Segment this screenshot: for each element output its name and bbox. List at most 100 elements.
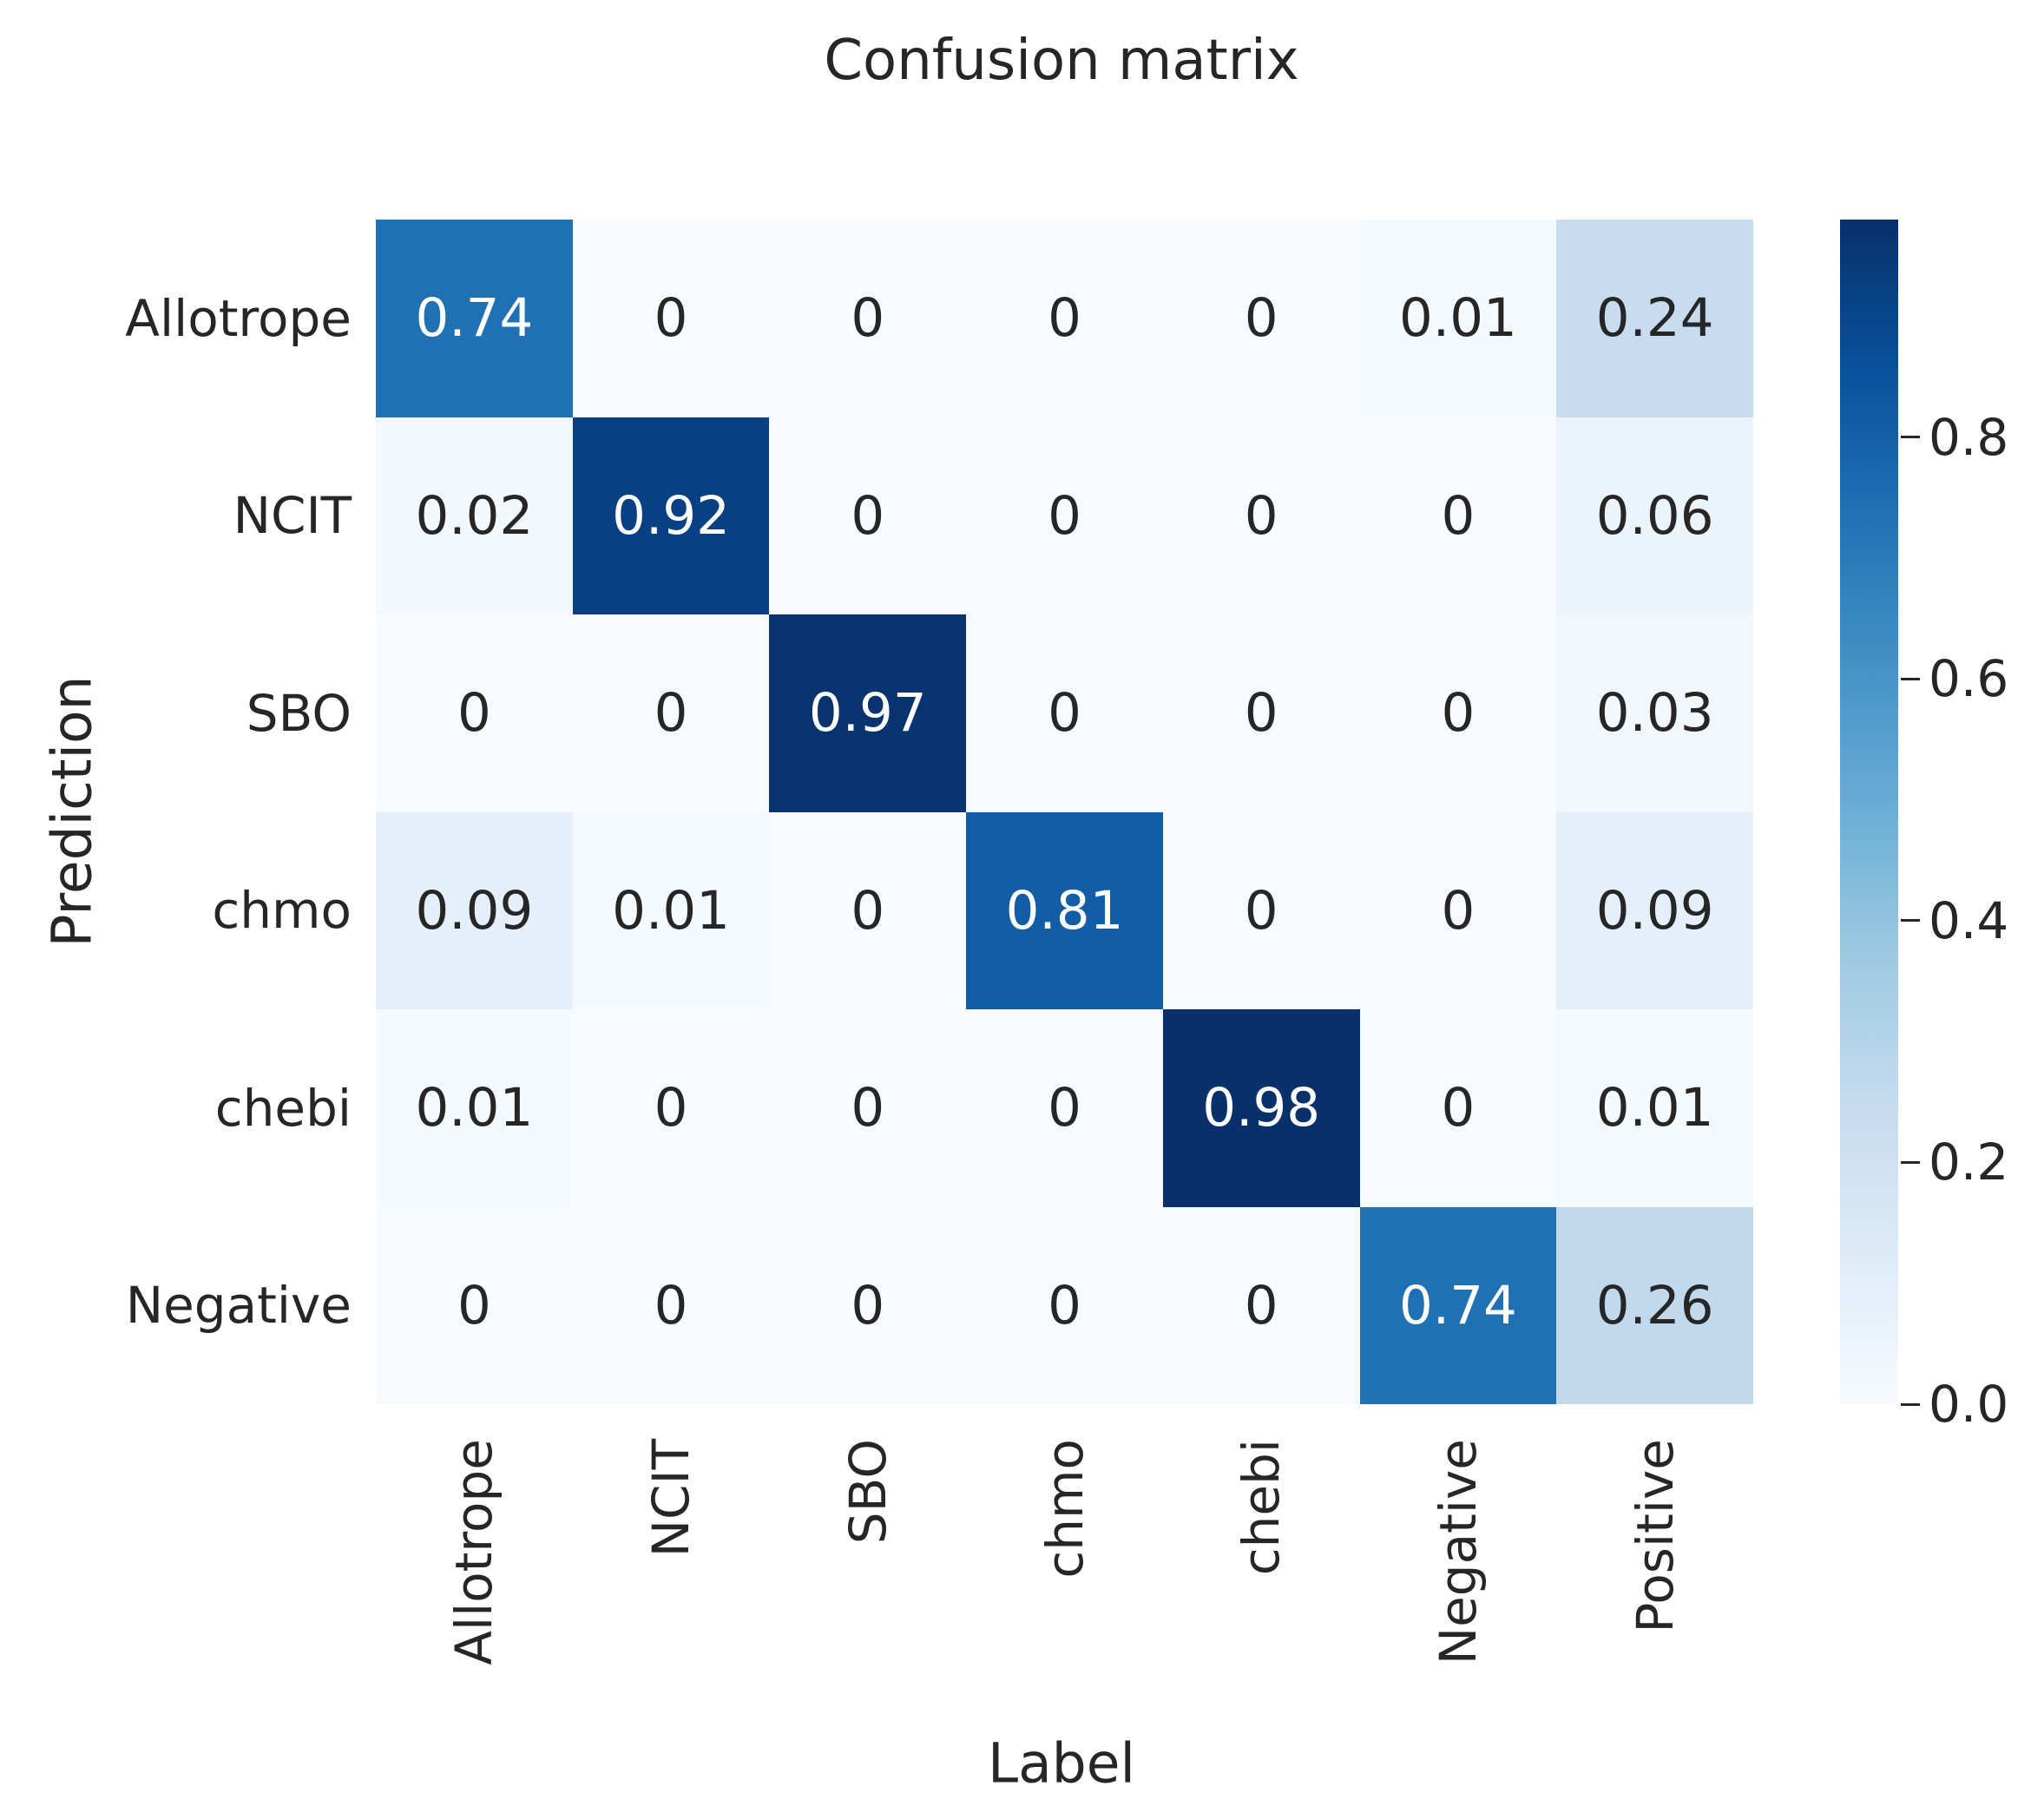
cell-value: 0 [654, 682, 688, 745]
cell-value: 0.01 [612, 879, 730, 942]
cell-value: 0 [1244, 682, 1278, 745]
cell-value: 0 [654, 287, 688, 350]
heatmap-cell: 0 [769, 417, 967, 614]
cell-value: 0 [851, 484, 885, 547]
x-tick-label: chmo [1035, 1439, 1094, 1579]
cell-value: 0 [1441, 484, 1475, 547]
cell-value: 0.03 [1595, 682, 1714, 745]
y-tick-label: Negative [125, 1276, 352, 1336]
colorbar-tick-mark [1901, 919, 1920, 923]
cell-value: 0.09 [1595, 879, 1714, 942]
colorbar-tick-label: 0.8 [1929, 407, 2009, 467]
heatmap-cell: 0.09 [1556, 811, 1753, 1009]
heatmap-cell: 0.97 [769, 614, 967, 812]
cell-value: 0.01 [1399, 287, 1517, 350]
cell-value: 0 [851, 287, 885, 350]
y-tick-label: NCIT [233, 486, 352, 546]
colorbar-tick-label: 0.2 [1929, 1133, 2009, 1192]
heatmap-cell: 0 [966, 1009, 1163, 1207]
heatmap-cell: 0 [966, 614, 1163, 812]
cell-value: 0 [1441, 879, 1475, 942]
cell-value: 0.09 [415, 879, 534, 942]
cell-value: 0 [851, 1274, 885, 1336]
cell-value: 0 [1244, 1274, 1278, 1336]
colorbar-tick-mark [1901, 1160, 1920, 1164]
heatmap-cell: 0 [376, 614, 573, 812]
heatmap-cell: 0 [769, 1009, 967, 1207]
cell-value: 0.92 [612, 484, 730, 547]
colorbar-tick-mark [1901, 677, 1920, 680]
heatmap-cell: 0.98 [1162, 1009, 1360, 1207]
cell-value: 0.24 [1595, 287, 1714, 350]
cell-value: 0 [851, 879, 885, 942]
heatmap-cell: 0.06 [1556, 417, 1753, 614]
cell-value: 0.97 [808, 682, 927, 745]
colorbar-tick-label: 0.4 [1929, 890, 2009, 950]
heatmap-cell: 0.09 [376, 811, 573, 1009]
heatmap-cell: 0 [376, 1206, 573, 1404]
heatmap-cell: 0.01 [572, 811, 770, 1009]
cell-value: 0 [457, 682, 491, 745]
colorbar-gradient [1840, 220, 1898, 1404]
cell-value: 0.02 [415, 484, 534, 547]
cell-value: 0 [654, 1274, 688, 1336]
colorbar-tick-label: 0.6 [1929, 649, 2009, 709]
heatmap-cell: 0 [966, 220, 1163, 417]
heatmap-cell: 0.74 [1359, 1206, 1557, 1404]
y-tick-label: Allotrope [125, 288, 352, 348]
cell-value: 0 [1048, 484, 1081, 547]
heatmap-cell: 0 [1162, 1206, 1360, 1404]
heatmap-cell: 0 [769, 220, 967, 417]
colorbar-tick-label: 0.0 [1929, 1375, 2009, 1434]
heatmap-cell: 0 [1162, 220, 1360, 417]
heatmap-cell: 0.81 [966, 811, 1163, 1009]
heatmap-cell: 0 [1162, 417, 1360, 614]
heatmap-grid: 0.74 0 0 0 0 0.01 0.24 0.02 0.92 0 0 0 0 0.06 0 0 0.97 0 0… [376, 220, 1753, 1404]
cell-value: 0 [1244, 879, 1278, 942]
y-tick-label: SBO [246, 683, 352, 743]
heatmap-cell: 0 [1359, 811, 1557, 1009]
heatmap-cell: 0 [1162, 811, 1360, 1009]
heatmap-cell: 0.92 [572, 417, 770, 614]
heatmap-cell: 0 [1359, 417, 1557, 614]
heatmap-cell: 0 [572, 220, 770, 417]
heatmap-cell: 0 [1359, 614, 1557, 812]
colorbar-tick-mark [1901, 436, 1920, 439]
heatmap-cell: 0.01 [376, 1009, 573, 1207]
chart-title: Confusion matrix [824, 29, 1299, 93]
cell-value: 0 [1244, 287, 1278, 350]
heatmap-cell: 0.01 [1359, 220, 1557, 417]
cell-value: 0 [1244, 484, 1278, 547]
cell-value: 0 [457, 1274, 491, 1336]
heatmap-cell: 0 [966, 417, 1163, 614]
cell-value: 0 [1048, 1077, 1081, 1139]
cell-value: 0 [1441, 1077, 1475, 1139]
y-tick-label: chebi [214, 1078, 352, 1138]
x-tick-label: Negative [1428, 1439, 1488, 1665]
cell-value: 0.06 [1595, 484, 1714, 547]
x-tick-label: Positive [1625, 1439, 1685, 1633]
x-tick-label: Allotrope [444, 1439, 504, 1665]
colorbar-tick-mark [1901, 1402, 1920, 1406]
cell-value: 0 [1441, 682, 1475, 745]
heatmap-cell: 0 [1359, 1009, 1557, 1207]
cell-value: 0 [1048, 1274, 1081, 1336]
cell-value: 0.74 [415, 287, 534, 350]
cell-value: 0.01 [1595, 1077, 1714, 1139]
heatmap-cell: 0.01 [1556, 1009, 1753, 1207]
cell-value: 0 [654, 1077, 688, 1139]
x-tick-label: chebi [1232, 1439, 1291, 1576]
heatmap-cell: 0 [572, 614, 770, 812]
x-tick-label: NCIT [641, 1439, 701, 1558]
x-axis-title: Label [988, 1731, 1135, 1796]
heatmap-cell: 0 [1162, 614, 1360, 812]
heatmap-cell: 0 [572, 1009, 770, 1207]
heatmap-cell: 0.74 [376, 220, 573, 417]
cell-value: 0.26 [1595, 1274, 1714, 1336]
cell-value: 0.01 [415, 1077, 534, 1139]
heatmap-cell: 0.26 [1556, 1206, 1753, 1404]
y-tick-label: chmo [212, 881, 352, 941]
heatmap-cell: 0 [769, 1206, 967, 1404]
heatmap-cell: 0 [769, 811, 967, 1009]
